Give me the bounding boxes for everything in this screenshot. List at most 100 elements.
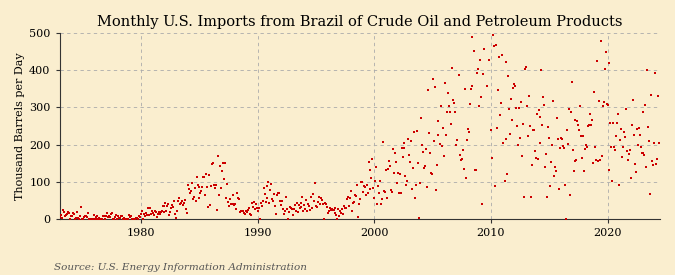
Point bbox=[281, 207, 292, 211]
Point bbox=[425, 151, 435, 155]
Point bbox=[109, 217, 119, 221]
Point bbox=[198, 175, 209, 179]
Point bbox=[615, 138, 626, 142]
Point bbox=[151, 214, 162, 219]
Point bbox=[184, 191, 195, 195]
Point bbox=[317, 202, 328, 206]
Point bbox=[302, 208, 313, 213]
Point bbox=[315, 196, 326, 201]
Point bbox=[176, 200, 186, 205]
Point bbox=[248, 205, 259, 209]
Point bbox=[525, 194, 536, 199]
Point bbox=[403, 137, 414, 142]
Point bbox=[467, 35, 478, 39]
Point bbox=[348, 200, 359, 204]
Point bbox=[76, 217, 87, 221]
Point bbox=[166, 206, 177, 211]
Point bbox=[173, 199, 184, 203]
Point bbox=[256, 204, 267, 209]
Point bbox=[87, 217, 98, 221]
Point bbox=[487, 33, 498, 38]
Point bbox=[321, 205, 332, 209]
Point bbox=[204, 173, 215, 177]
Point bbox=[562, 142, 573, 146]
Point bbox=[421, 147, 431, 152]
Point bbox=[158, 204, 169, 209]
Point bbox=[114, 216, 125, 220]
Point bbox=[390, 160, 401, 164]
Point bbox=[640, 102, 651, 107]
Point bbox=[190, 199, 201, 203]
Point bbox=[343, 195, 354, 200]
Point bbox=[257, 199, 268, 204]
Point bbox=[482, 84, 493, 88]
Point bbox=[142, 213, 153, 217]
Point bbox=[565, 110, 576, 114]
Point bbox=[381, 168, 392, 172]
Point bbox=[381, 196, 392, 200]
Point bbox=[95, 217, 106, 221]
Point bbox=[153, 211, 163, 216]
Point bbox=[461, 137, 472, 142]
Point bbox=[279, 212, 290, 217]
Point bbox=[173, 196, 184, 200]
Point bbox=[396, 146, 407, 150]
Point bbox=[60, 213, 71, 218]
Point bbox=[178, 203, 188, 207]
Point bbox=[529, 149, 540, 153]
Point bbox=[535, 141, 546, 145]
Point bbox=[553, 136, 564, 141]
Point bbox=[324, 206, 335, 210]
Point bbox=[83, 217, 94, 221]
Point bbox=[620, 107, 631, 112]
Point bbox=[151, 210, 161, 214]
Point bbox=[633, 125, 644, 130]
Point bbox=[263, 180, 274, 184]
Point bbox=[74, 213, 85, 218]
Point bbox=[474, 104, 485, 109]
Point bbox=[355, 180, 366, 184]
Point bbox=[125, 214, 136, 219]
Point bbox=[626, 123, 637, 127]
Point bbox=[359, 185, 370, 189]
Point bbox=[491, 42, 502, 47]
Point bbox=[372, 202, 383, 206]
Point bbox=[634, 133, 645, 137]
Point bbox=[140, 211, 151, 215]
Point bbox=[211, 208, 222, 212]
Point bbox=[374, 191, 385, 196]
Point bbox=[446, 122, 456, 127]
Point bbox=[439, 154, 450, 158]
Point bbox=[107, 217, 118, 221]
Point bbox=[485, 128, 496, 132]
Point bbox=[342, 197, 352, 201]
Point bbox=[607, 178, 618, 183]
Point bbox=[162, 204, 173, 208]
Point bbox=[483, 22, 493, 26]
Point bbox=[487, 156, 497, 160]
Point bbox=[155, 210, 166, 215]
Point bbox=[485, 26, 495, 30]
Point bbox=[608, 121, 619, 125]
Point bbox=[451, 143, 462, 147]
Point bbox=[389, 151, 400, 155]
Point bbox=[460, 176, 471, 180]
Point bbox=[239, 211, 250, 216]
Point bbox=[297, 195, 308, 199]
Point bbox=[68, 211, 78, 215]
Point bbox=[236, 208, 246, 213]
Point bbox=[628, 133, 639, 138]
Point bbox=[387, 189, 398, 194]
Point bbox=[617, 155, 628, 159]
Point bbox=[213, 153, 223, 158]
Point bbox=[88, 213, 99, 218]
Point bbox=[167, 203, 178, 207]
Point bbox=[441, 133, 452, 137]
Point bbox=[526, 163, 537, 167]
Point bbox=[636, 150, 647, 155]
Point bbox=[67, 214, 78, 219]
Point bbox=[255, 201, 266, 205]
Point bbox=[288, 213, 298, 217]
Point bbox=[341, 206, 352, 210]
Point bbox=[537, 122, 548, 127]
